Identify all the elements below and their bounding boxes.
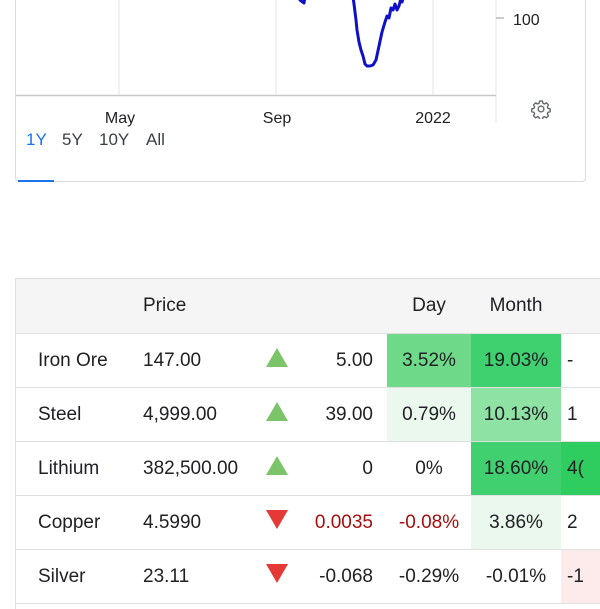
commodity-name: Steel bbox=[16, 387, 131, 442]
gear-icon[interactable] bbox=[531, 99, 551, 119]
arrow-up-icon bbox=[242, 333, 312, 388]
commodities-table-container[interactable]: Price Day Month Iron Ore 147.00 5.00 3.52% 1… bbox=[15, 278, 600, 609]
range-tab-10y[interactable]: 10Y bbox=[99, 130, 130, 149]
day-change-percent: -0.08% bbox=[387, 495, 471, 550]
commodity-name: Copper bbox=[16, 495, 131, 550]
header-name bbox=[16, 279, 131, 334]
arrow-down-icon bbox=[242, 495, 312, 550]
table-row[interactable]: Silver 23.11 -0.068 -0.29% -0.01% -1 bbox=[16, 549, 600, 604]
arrow-up-icon bbox=[242, 387, 312, 442]
chart-x-label-sep: Sep bbox=[263, 110, 292, 127]
month-change-percent: 19.03% bbox=[471, 333, 561, 388]
table-header-row: Price Day Month bbox=[16, 279, 600, 334]
header-price[interactable]: Price bbox=[131, 279, 242, 334]
active-tab-underline bbox=[18, 180, 54, 182]
next-period-change: 2 bbox=[561, 495, 600, 550]
commodity-name: Iron Ore bbox=[16, 333, 131, 388]
chart-y-label: 100 bbox=[513, 12, 540, 29]
month-change-percent: 10.13% bbox=[471, 387, 561, 442]
arrow-up-icon bbox=[242, 441, 312, 496]
header-next bbox=[561, 279, 600, 334]
commodity-name: Silver bbox=[16, 549, 131, 604]
month-change-percent: 18.60% bbox=[471, 441, 561, 496]
chart-series-line bbox=[298, 0, 307, 5]
commodity-price: 4,999.00 bbox=[131, 387, 242, 442]
chart-gridlines bbox=[118, 0, 497, 123]
next-period-change: - bbox=[561, 333, 600, 388]
commodity-price: 382,500.00 bbox=[131, 441, 242, 496]
price-change: 5.00 bbox=[312, 333, 387, 388]
price-chart: 100 May Sep 2022 bbox=[16, 0, 540, 127]
next-period-change: 1 bbox=[561, 387, 600, 442]
next-period-change: -1 bbox=[561, 549, 600, 604]
table-row[interactable]: Copper 4.5990 0.0035 -0.08% 3.86% 2 bbox=[16, 495, 600, 550]
price-change: 0 bbox=[312, 441, 387, 496]
price-chart-card: 100 May Sep 2022 1Y 5Y 10Y All bbox=[15, 0, 586, 182]
table-row[interactable]: Iron Ore 147.00 5.00 3.52% 19.03% - bbox=[16, 333, 600, 388]
table-row[interactable]: Lithium 382,500.00 0 0% 18.60% 4( bbox=[16, 441, 600, 496]
commodities-table: Price Day Month Iron Ore 147.00 5.00 3.52% 1… bbox=[16, 279, 600, 604]
day-change-percent: 3.52% bbox=[387, 333, 471, 388]
month-change-percent: 3.86% bbox=[471, 495, 561, 550]
next-period-change: 4( bbox=[561, 441, 600, 496]
day-change-percent: -0.29% bbox=[387, 549, 471, 604]
commodity-price: 4.5990 bbox=[131, 495, 242, 550]
price-change: 39.00 bbox=[312, 387, 387, 442]
arrow-down-icon bbox=[242, 549, 312, 604]
price-change: -0.068 bbox=[312, 549, 387, 604]
header-change bbox=[312, 279, 387, 334]
price-change: 0.0035 bbox=[312, 495, 387, 550]
chart-series-line bbox=[351, 0, 405, 68]
chart-x-label-may: May bbox=[105, 110, 135, 127]
commodity-price: 147.00 bbox=[131, 333, 242, 388]
triangle-up-icon bbox=[266, 456, 288, 475]
header-day[interactable]: Day bbox=[387, 279, 471, 334]
triangle-down-icon bbox=[266, 510, 288, 529]
chart-x-label-2022: 2022 bbox=[415, 110, 451, 127]
range-tab-all[interactable]: All bbox=[146, 130, 165, 149]
commodity-price: 23.11 bbox=[131, 549, 242, 604]
range-tab-1y[interactable]: 1Y bbox=[26, 130, 47, 149]
commodity-name: Lithium bbox=[16, 441, 131, 496]
header-arrow bbox=[242, 279, 312, 334]
triangle-up-icon bbox=[266, 348, 288, 367]
range-tab-5y[interactable]: 5Y bbox=[62, 130, 83, 149]
table-row[interactable]: Steel 4,999.00 39.00 0.79% 10.13% 1 bbox=[16, 387, 600, 442]
triangle-down-icon bbox=[266, 564, 288, 583]
day-change-percent: 0.79% bbox=[387, 387, 471, 442]
header-month[interactable]: Month bbox=[471, 279, 561, 334]
day-change-percent: 0% bbox=[387, 441, 471, 496]
month-change-percent: -0.01% bbox=[471, 549, 561, 604]
triangle-up-icon bbox=[266, 402, 288, 421]
